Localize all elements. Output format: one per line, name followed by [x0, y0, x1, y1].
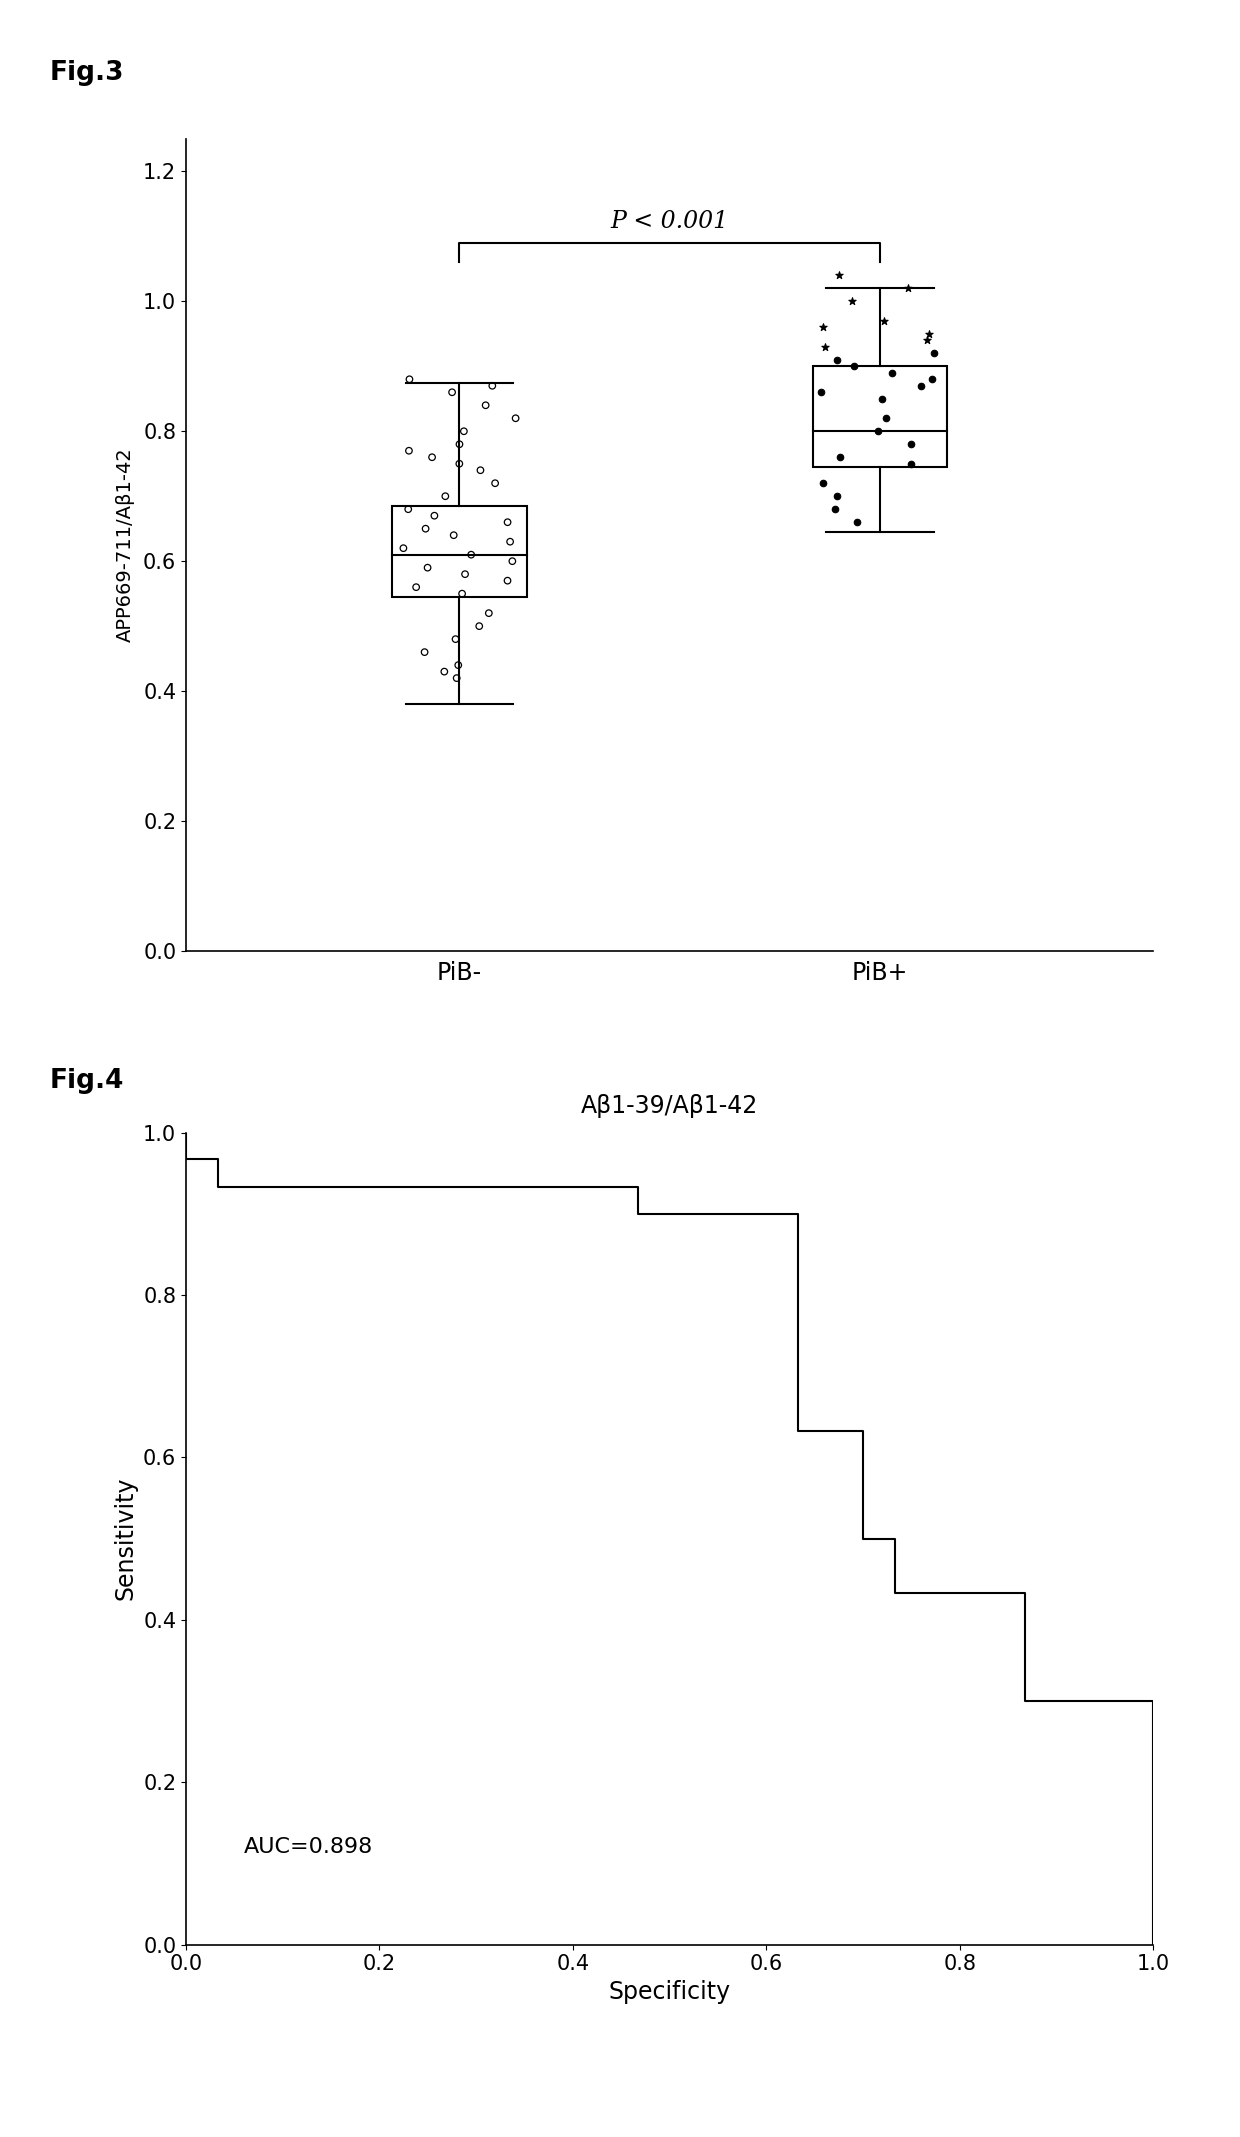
Point: [399, 361, 419, 395]
Point: [883, 355, 903, 389]
Point: [454, 415, 474, 449]
Title: Aβ1-39/Aβ1-42: Aβ1-39/Aβ1-42: [582, 1094, 758, 1118]
Point: [422, 440, 441, 474]
Point: [444, 517, 464, 551]
Text: Fig.3: Fig.3: [50, 60, 124, 85]
Point: [873, 383, 893, 417]
Point: [455, 558, 475, 592]
Point: [901, 427, 921, 462]
Point: [469, 609, 489, 643]
Point: [874, 303, 894, 338]
Point: [449, 447, 469, 481]
Point: [812, 310, 832, 344]
Point: [827, 342, 847, 376]
Point: [450, 427, 470, 462]
Point: [901, 447, 921, 481]
Point: [479, 596, 498, 630]
Point: [446, 660, 466, 695]
Point: [453, 577, 472, 611]
Bar: [812, 365, 947, 468]
X-axis label: Specificity: Specificity: [609, 1981, 730, 2005]
Point: [898, 271, 918, 306]
Point: [418, 551, 438, 586]
Point: [830, 259, 849, 293]
Point: [497, 504, 517, 539]
Point: [813, 466, 833, 500]
Point: [470, 453, 490, 487]
Point: [877, 402, 897, 436]
Point: [842, 284, 862, 318]
Point: [497, 564, 517, 598]
Point: [811, 376, 831, 410]
Point: [923, 361, 942, 395]
Text: Fig.4: Fig.4: [50, 1068, 124, 1094]
Point: [393, 532, 413, 566]
Point: [445, 622, 465, 656]
Point: [434, 654, 454, 688]
Point: [500, 524, 520, 558]
Point: [844, 348, 864, 383]
Point: [848, 504, 868, 539]
Point: [415, 511, 435, 545]
Point: [461, 539, 481, 573]
Point: [476, 389, 496, 423]
Point: [443, 376, 463, 410]
Point: [502, 545, 522, 579]
Point: [830, 440, 849, 474]
Point: [815, 329, 835, 363]
Point: [506, 402, 526, 436]
Point: [868, 415, 888, 449]
Point: [825, 492, 844, 526]
Point: [919, 316, 939, 350]
Y-axis label: Sensitivity: Sensitivity: [114, 1477, 138, 1601]
Point: [414, 635, 434, 669]
Text: AUC=0.898: AUC=0.898: [244, 1838, 373, 1857]
Point: [435, 479, 455, 513]
Point: [407, 571, 427, 605]
Point: [918, 323, 937, 357]
Point: [424, 498, 444, 532]
Point: [911, 370, 931, 404]
Point: [827, 479, 847, 513]
Point: [399, 434, 419, 468]
Y-axis label: APP669-711/Aβ1-42: APP669-711/Aβ1-42: [115, 447, 135, 643]
Text: P < 0.001: P < 0.001: [610, 209, 729, 233]
Point: [485, 466, 505, 500]
Point: [398, 492, 418, 526]
Point: [924, 336, 944, 370]
Point: [482, 370, 502, 404]
Bar: [392, 506, 527, 596]
Point: [449, 648, 469, 682]
